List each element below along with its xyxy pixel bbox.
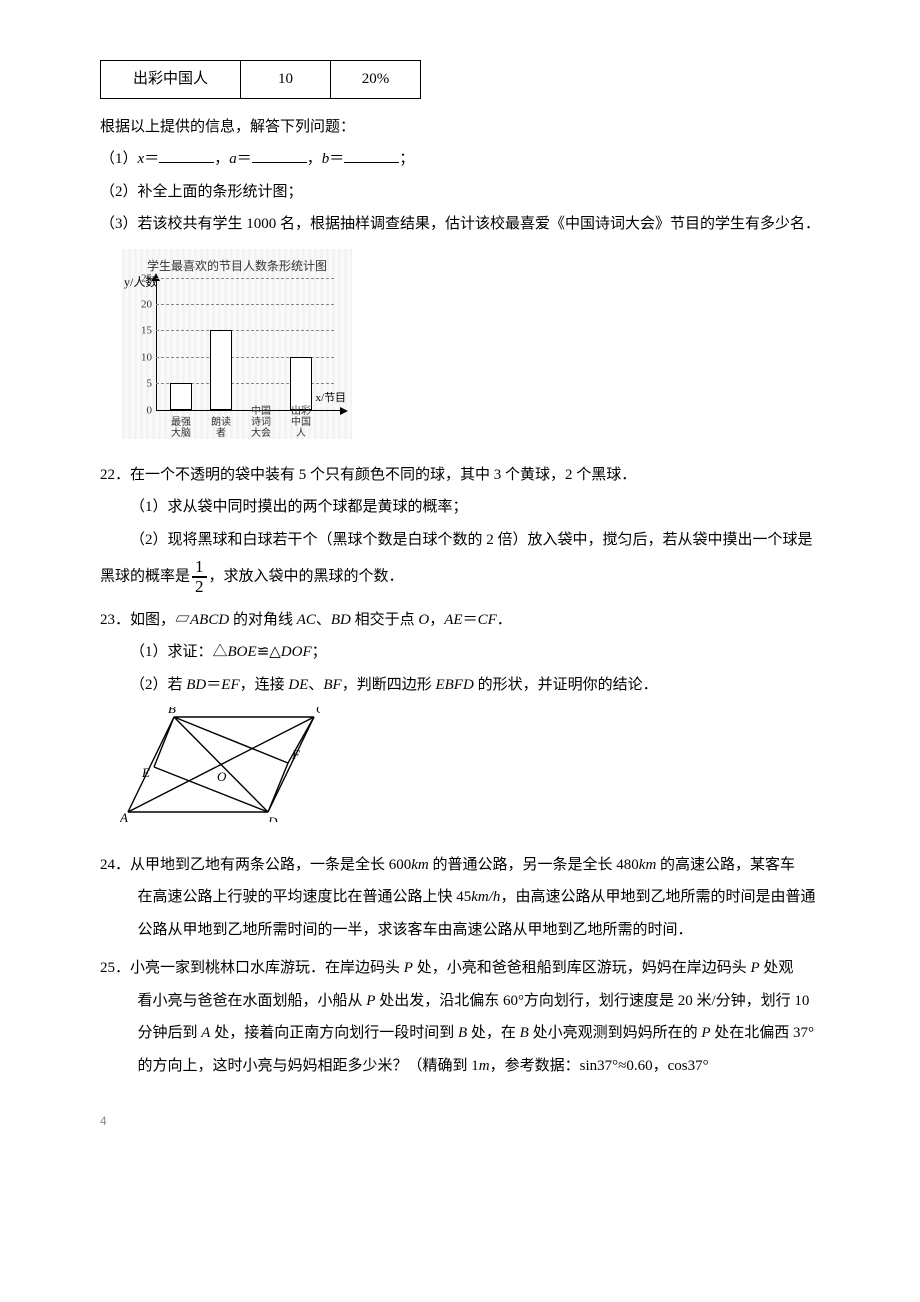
q21-part3: （3）若该校共有学生 1000 名，根据抽样调查结果，估计该校最喜爱《中国诗词大… — [100, 210, 820, 239]
y-tick: 20 — [138, 294, 152, 315]
y-tick: 0 — [138, 400, 152, 421]
gridline — [156, 330, 334, 331]
blank-b — [344, 147, 399, 164]
svg-text:O: O — [217, 769, 227, 784]
q22-stem: 22．在一个不透明的袋中装有 5 个只有颜色不同的球，其中 3 个黄球，2 个黑… — [100, 461, 820, 490]
cell-program: 出彩中国人 — [101, 61, 241, 99]
svg-text:D: D — [267, 814, 278, 822]
bar — [170, 383, 192, 409]
x-tick-label: 出彩中国人 — [284, 406, 318, 439]
q22-part1: （1）求从袋中同时摸出的两个球都是黄球的概率； — [100, 493, 820, 522]
data-table: 出彩中国人 10 20% — [100, 60, 421, 99]
gridline — [156, 278, 334, 279]
q23-part1: （1）求证：△BOE≌△DOF； — [100, 638, 820, 667]
svg-text:E: E — [141, 765, 150, 780]
bar-chart: 学生最喜欢的节目人数条形统计图y/人数0510152025最强大脑朗读者中国诗词… — [122, 249, 352, 439]
x-axis-label: x/节目 — [315, 388, 346, 409]
q23-part2: （2）若 BD＝EF，连接 DE、BF，判断四边形 EBFD 的形状，并证明你的… — [100, 671, 820, 700]
bar — [290, 357, 312, 410]
q25-line1: 25．小亮一家到桃林口水库游玩．在岸边码头 P 处，小亮和爸爸租船到库区游玩，妈… — [100, 954, 820, 983]
x-tick-label: 中国诗词大会 — [244, 406, 278, 439]
x-tick-label: 朗读者 — [204, 417, 238, 439]
page-number: 4 — [100, 1110, 820, 1133]
q22-part2a: （2）现将黑球和白球若干个（黑球个数是白球个数的 2 倍）放入袋中，搅匀后，若从… — [100, 526, 820, 555]
q25-line3: 分钟后到 A 处，接着向正南方向划行一段时间到 B 处，在 B 处小亮观测到妈妈… — [138, 1019, 821, 1048]
fraction-half: 12 — [192, 558, 207, 596]
cell-count: 10 — [241, 61, 331, 99]
q24-line3: 公路从甲地到乙地所需时间的一半，求该客车由高速公路从甲地到乙地所需的时间． — [138, 916, 821, 945]
y-axis-arrow-icon — [152, 273, 160, 281]
q25-line4: 的方向上，这时小亮与妈妈相距多少米？（精确到 1m，参考数据：sin37°≈0.… — [138, 1052, 821, 1081]
svg-text:A: A — [120, 810, 128, 822]
parallelogram-diagram: A B C D E F O — [120, 707, 320, 822]
q24-line2: 在高速公路上行驶的平均速度比在普通公路上快 45km/h，由高速公路从甲地到乙地… — [138, 883, 821, 912]
q21-part2: （2）补全上面的条形统计图； — [100, 178, 820, 207]
q25-line2: 看小亮与爸爸在水面划船，小船从 P 处出发，沿北偏东 60°方向划行，划行速度是… — [138, 987, 821, 1016]
svg-text:B: B — [168, 707, 176, 716]
q24-line1: 24．从甲地到乙地有两条公路，一条是全长 600km 的普通公路，另一条是全长 … — [100, 851, 820, 880]
q21-part1: （1）x＝，a＝，b＝； — [100, 145, 820, 174]
q23-stem: 23．如图，▱ABCD 的对角线 AC、BD 相交于点 O，AE＝CF． — [100, 606, 820, 635]
y-tick: 10 — [138, 347, 152, 368]
table-row: 出彩中国人 10 20% — [101, 61, 421, 99]
y-tick: 5 — [138, 374, 152, 395]
blank-x — [159, 147, 214, 164]
q25-body: 看小亮与爸爸在水面划船，小船从 P 处出发，沿北偏东 60°方向划行，划行速度是… — [100, 987, 820, 1081]
y-axis — [156, 279, 157, 411]
blank-a — [252, 147, 307, 164]
q23-figure: A B C D E F O — [120, 707, 820, 833]
gridline — [156, 304, 334, 305]
y-tick: 15 — [138, 321, 152, 342]
x-tick-label: 最强大脑 — [164, 417, 198, 439]
svg-text:C: C — [316, 707, 320, 716]
y-tick: 25 — [138, 268, 152, 289]
q24-body: 在高速公路上行驶的平均速度比在普通公路上快 45km/h，由高速公路从甲地到乙地… — [100, 883, 820, 944]
q21-intro: 根据以上提供的信息，解答下列问题： — [100, 113, 820, 142]
q22-part2b: 黑球的概率是12，求放入袋中的黑球的个数． — [100, 558, 820, 596]
cell-percent: 20% — [331, 61, 421, 99]
svg-text:F: F — [291, 747, 301, 762]
bar — [210, 330, 232, 409]
